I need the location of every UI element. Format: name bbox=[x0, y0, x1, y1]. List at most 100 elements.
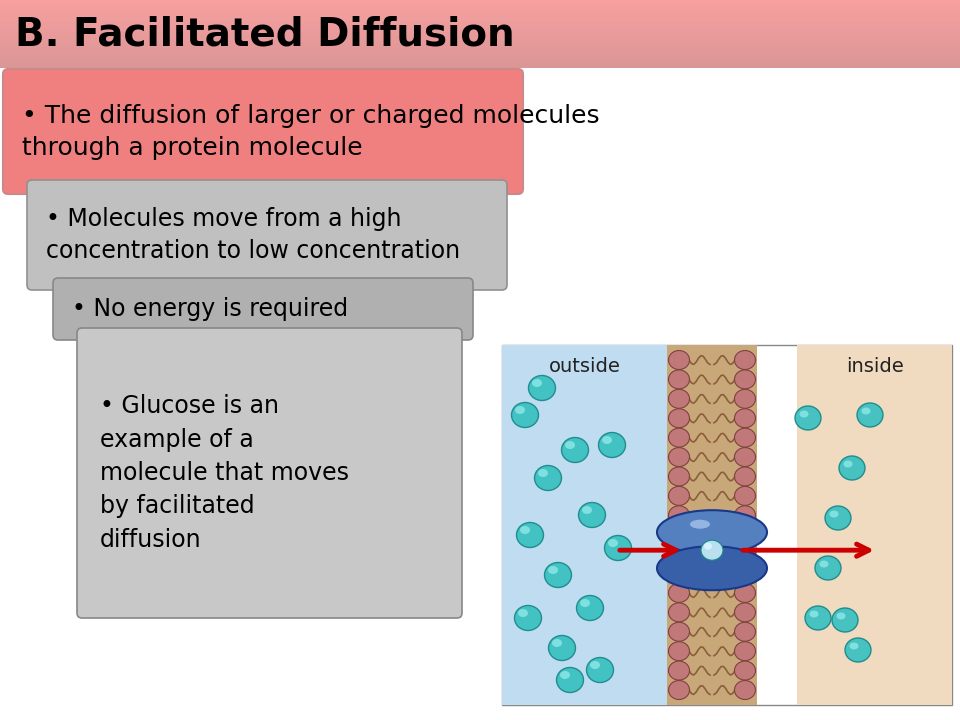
Bar bbox=[0, 13, 960, 14]
Ellipse shape bbox=[657, 546, 767, 590]
Bar bbox=[0, 67, 960, 68]
Ellipse shape bbox=[734, 544, 756, 564]
Bar bbox=[0, 41, 960, 42]
Bar bbox=[0, 1, 960, 2]
Ellipse shape bbox=[668, 564, 689, 583]
Bar bbox=[0, 19, 960, 20]
Ellipse shape bbox=[602, 436, 612, 444]
Bar bbox=[0, 47, 960, 48]
Bar bbox=[0, 52, 960, 53]
Bar bbox=[502, 345, 952, 705]
Ellipse shape bbox=[734, 622, 756, 642]
Bar bbox=[0, 63, 960, 64]
Bar bbox=[0, 9, 960, 10]
Ellipse shape bbox=[734, 370, 756, 389]
Text: • The diffusion of larger or charged molecules
through a protein molecule: • The diffusion of larger or charged mol… bbox=[22, 104, 600, 160]
Ellipse shape bbox=[845, 638, 871, 662]
Bar bbox=[0, 7, 960, 8]
Bar bbox=[0, 42, 960, 43]
Ellipse shape bbox=[560, 671, 570, 679]
Ellipse shape bbox=[668, 525, 689, 544]
Bar bbox=[0, 0, 960, 68]
Bar bbox=[0, 10, 960, 11]
Ellipse shape bbox=[734, 564, 756, 583]
Bar bbox=[0, 3, 960, 4]
Ellipse shape bbox=[805, 606, 831, 630]
Bar bbox=[0, 23, 960, 24]
Ellipse shape bbox=[668, 370, 689, 389]
Ellipse shape bbox=[734, 642, 756, 661]
Ellipse shape bbox=[668, 603, 689, 622]
Bar bbox=[0, 53, 960, 54]
Ellipse shape bbox=[544, 562, 571, 588]
Bar bbox=[0, 14, 960, 15]
Ellipse shape bbox=[734, 448, 756, 467]
Ellipse shape bbox=[557, 667, 584, 693]
Ellipse shape bbox=[582, 506, 592, 514]
Text: • No energy is required: • No energy is required bbox=[72, 297, 348, 321]
Ellipse shape bbox=[839, 456, 865, 480]
Ellipse shape bbox=[535, 466, 562, 490]
Ellipse shape bbox=[515, 606, 541, 631]
Text: • Molecules move from a high
concentration to low concentration: • Molecules move from a high concentrati… bbox=[46, 207, 460, 263]
Ellipse shape bbox=[850, 642, 858, 649]
Bar bbox=[0, 26, 960, 27]
Text: inside: inside bbox=[846, 358, 903, 377]
Bar bbox=[0, 15, 960, 16]
Bar bbox=[0, 22, 960, 23]
Ellipse shape bbox=[532, 379, 542, 387]
Bar bbox=[0, 12, 960, 13]
Bar bbox=[0, 61, 960, 62]
Bar bbox=[0, 65, 960, 66]
Bar bbox=[0, 28, 960, 29]
Bar bbox=[0, 32, 960, 33]
Ellipse shape bbox=[548, 636, 575, 660]
Bar bbox=[0, 66, 960, 67]
Ellipse shape bbox=[515, 406, 525, 414]
Ellipse shape bbox=[734, 351, 756, 369]
Ellipse shape bbox=[829, 510, 838, 518]
Bar bbox=[0, 5, 960, 6]
Bar bbox=[0, 29, 960, 30]
Ellipse shape bbox=[844, 461, 852, 467]
Ellipse shape bbox=[795, 406, 821, 430]
Bar bbox=[0, 17, 960, 18]
Ellipse shape bbox=[820, 560, 828, 567]
Bar bbox=[0, 8, 960, 9]
Ellipse shape bbox=[668, 544, 689, 564]
Bar bbox=[0, 64, 960, 65]
Bar bbox=[0, 40, 960, 41]
Ellipse shape bbox=[516, 523, 543, 547]
Ellipse shape bbox=[734, 390, 756, 408]
Bar bbox=[0, 20, 960, 21]
Bar bbox=[0, 54, 960, 55]
Ellipse shape bbox=[734, 661, 756, 680]
Ellipse shape bbox=[734, 467, 756, 486]
Ellipse shape bbox=[825, 506, 851, 530]
Bar bbox=[0, 4, 960, 5]
Ellipse shape bbox=[512, 402, 539, 428]
Ellipse shape bbox=[704, 543, 712, 549]
FancyBboxPatch shape bbox=[3, 69, 523, 194]
Bar bbox=[0, 48, 960, 49]
Bar bbox=[0, 24, 960, 25]
Ellipse shape bbox=[734, 487, 756, 505]
Bar bbox=[0, 50, 960, 51]
Ellipse shape bbox=[701, 540, 723, 560]
FancyBboxPatch shape bbox=[27, 180, 507, 290]
Bar bbox=[0, 38, 960, 39]
Bar bbox=[0, 18, 960, 19]
Bar bbox=[0, 33, 960, 34]
Ellipse shape bbox=[690, 520, 710, 528]
Ellipse shape bbox=[857, 403, 883, 427]
Bar bbox=[0, 37, 960, 38]
Ellipse shape bbox=[668, 680, 689, 700]
Bar bbox=[502, 345, 667, 705]
Bar bbox=[0, 11, 960, 12]
Ellipse shape bbox=[668, 409, 689, 428]
Bar bbox=[0, 35, 960, 36]
Ellipse shape bbox=[668, 487, 689, 505]
Ellipse shape bbox=[734, 680, 756, 700]
Bar bbox=[667, 345, 757, 705]
Ellipse shape bbox=[605, 536, 632, 560]
